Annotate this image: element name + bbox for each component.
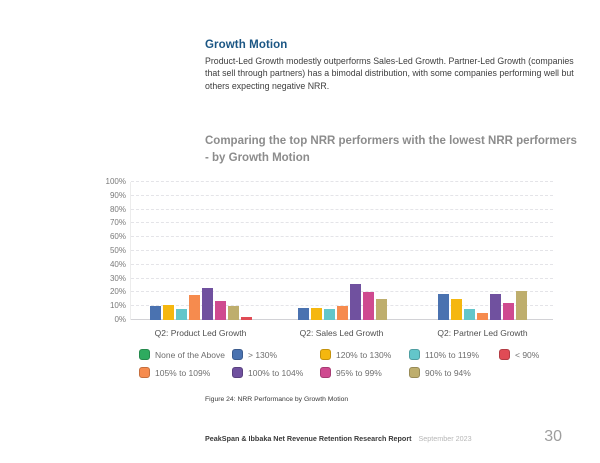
bar: [176, 308, 188, 320]
gridline-10: [131, 305, 553, 307]
y-axis-tick-label: 60%: [109, 232, 126, 242]
chart-plot-area: [130, 181, 553, 320]
footer: PeakSpan & Ibbaka Net Revenue Retention …: [205, 434, 472, 443]
y-axis-tick-label: 40%: [109, 259, 126, 269]
bar: [375, 299, 387, 320]
bar: [490, 293, 502, 320]
y-axis-tick-label: 100%: [105, 177, 126, 186]
y-axis-tick-label: 20%: [109, 287, 126, 297]
x-axis-category-label: Q2: Product Led Growth: [154, 328, 247, 338]
legend-swatch-icon: [232, 349, 243, 360]
bar: [241, 317, 253, 320]
legend-item: 110% to 119%: [409, 349, 499, 360]
gridline-50: [131, 250, 553, 251]
bar: [516, 291, 528, 320]
bar-group: [131, 182, 272, 320]
bar: [438, 293, 450, 320]
x-axis-category-label: Q2: Partner Led Growth: [437, 328, 528, 338]
bar: [202, 288, 214, 320]
chart-title: Comparing the top NRR performers with th…: [205, 135, 577, 164]
y-axis-tick-label: 30%: [109, 273, 126, 283]
legend-item: 95% to 99%: [320, 367, 409, 378]
bar-group: [272, 182, 413, 320]
legend-label: > 130%: [248, 349, 278, 360]
bar: [163, 304, 175, 320]
legend-swatch-icon: [320, 367, 331, 378]
legend-label: 100% to 104%: [248, 367, 304, 378]
bar: [451, 299, 463, 320]
legend-swatch-icon: [409, 349, 420, 360]
bar: [477, 313, 489, 320]
legend-label: < 90%: [515, 349, 540, 360]
legend-item: 120% to 130%: [320, 349, 409, 360]
bar: [362, 292, 374, 320]
bar: [349, 284, 361, 320]
bar: [228, 306, 240, 320]
bar-groups: [131, 182, 553, 320]
bar: [297, 307, 309, 320]
gridline-20: [131, 291, 553, 293]
page-number: 30: [544, 428, 562, 445]
legend-swatch-icon: [320, 349, 331, 360]
legend-item: < 90%: [499, 349, 539, 360]
gridline-40: [131, 263, 553, 265]
chart-legend: None of the Above > 130% 120% to 130% 110% …: [139, 349, 539, 378]
bar: [215, 300, 227, 320]
gridline-70: [131, 222, 553, 224]
bar: [503, 303, 515, 320]
footer-date: September 2023: [418, 434, 472, 443]
y-axis-tick-label: 90%: [109, 190, 126, 200]
bar: [336, 306, 348, 320]
footer-report-title: PeakSpan & Ibbaka Net Revenue Retention …: [205, 434, 412, 443]
y-axis-tick-label: 70%: [109, 218, 126, 228]
y-axis-tick-label: 10%: [109, 301, 126, 311]
legend-swatch-icon: [499, 349, 510, 360]
legend-item: 100% to 104%: [232, 367, 320, 378]
y-axis: 0% 10% 20% 30% 40% 50% 60% 70% 80% 90% 100%: [96, 177, 126, 324]
figure-caption: Figure 24: NRR Performance by Growth Mot…: [205, 396, 349, 403]
legend-item: None of the Above: [139, 349, 232, 360]
legend-label: 110% to 119%: [425, 349, 480, 360]
legend-label: 120% to 130%: [336, 349, 392, 360]
gridline-80: [131, 208, 553, 210]
legend-item: > 130%: [232, 349, 320, 360]
gridline-90: [131, 194, 553, 196]
x-axis-category-label: Q2: Sales Led Growth: [299, 328, 384, 338]
bar: [310, 307, 322, 320]
legend-item: 105% to 109%: [139, 367, 232, 378]
gridline-30: [131, 277, 553, 279]
bar-group: [412, 182, 553, 320]
legend-item: 90% to 94%: [409, 367, 499, 378]
legend-swatch-icon: [139, 367, 150, 378]
bar: [189, 295, 201, 320]
bar: [150, 306, 162, 320]
legend-swatch-icon: [409, 367, 420, 378]
y-axis-tick-label: 50%: [109, 246, 126, 255]
legend-label: None of the Above: [155, 349, 225, 360]
body-paragraph: Product-Led Growth modestly outperforms …: [205, 56, 574, 91]
bar: [464, 308, 476, 320]
gridline-60: [131, 236, 553, 238]
legend-label: 105% to 109%: [155, 367, 211, 378]
bar: [323, 308, 335, 320]
page-title: Growth Motion: [205, 39, 288, 51]
y-axis-tick-label: 0%: [114, 315, 126, 324]
gridline-100: [131, 181, 553, 182]
y-axis-tick-label: 80%: [109, 204, 126, 214]
legend-swatch-icon: [232, 367, 243, 378]
legend-swatch-icon: [139, 349, 150, 360]
x-axis: Q2: Product Led Growth Q2: Sales Led Grow…: [130, 328, 553, 338]
legend-label: 90% to 94%: [425, 367, 471, 378]
legend-label: 95% to 99%: [336, 367, 382, 378]
